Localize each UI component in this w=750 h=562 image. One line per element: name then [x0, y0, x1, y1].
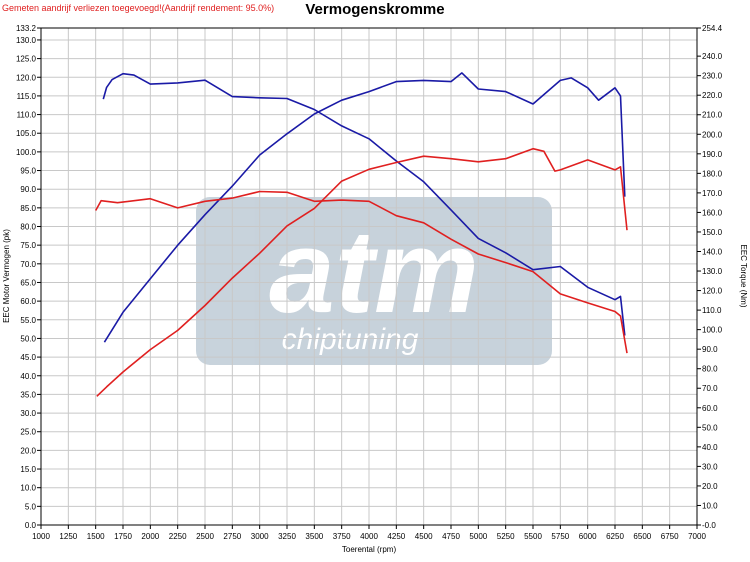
x-tick-label: 3250 — [278, 532, 296, 541]
y-right-tick-label: 10.0 — [702, 501, 718, 510]
y-right-tick-label: 220.0 — [702, 91, 723, 100]
x-tick-label: 1750 — [114, 532, 132, 541]
y-left-tick-label: 130.0 — [16, 36, 37, 45]
y-axis-left-ticks: 0.0 5.0 10.0 15.0 20.0 25.0 30.0 35.0 40.0 45.0 50… — [16, 24, 41, 530]
x-tick-label: 3500 — [305, 532, 323, 541]
watermark-plate — [196, 197, 552, 365]
x-axis-title: Toerental (rpm) — [342, 545, 397, 554]
y-left-tick-label: 95.0 — [20, 167, 36, 176]
x-tick-label: 2500 — [196, 532, 214, 541]
x-tick-label: 2000 — [141, 532, 159, 541]
y-left-tick-label: 5.0 — [25, 502, 37, 511]
x-tick-label: 1500 — [87, 532, 105, 541]
y-left-tick-label: 120.0 — [16, 73, 37, 82]
y-right-tick-label: 20.0 — [702, 482, 718, 491]
x-tick-label: 3000 — [251, 532, 269, 541]
y-left-tick-label: 90.0 — [20, 185, 36, 194]
y-left-tick-label: 40.0 — [20, 372, 36, 381]
y-left-tick-label: 75.0 — [20, 241, 36, 250]
watermark-brand: atm — [269, 206, 479, 338]
x-tick-label: 5500 — [524, 532, 542, 541]
y-left-tick-label: 105.0 — [16, 129, 37, 138]
y-right-tick-label: 110.0 — [702, 306, 722, 315]
y-left-tick-label: 0.0 — [25, 521, 37, 530]
y-left-tick-label: 15.0 — [20, 465, 36, 474]
y-left-tick-label: 30.0 — [20, 409, 36, 418]
y-left-tick-label: 100.0 — [16, 148, 37, 157]
x-tick-label: 2250 — [169, 532, 187, 541]
y-left-tick-label: 133.2 — [16, 24, 37, 33]
y-right-tick-label: 210.0 — [702, 111, 723, 120]
y-right-tick-label: 40.0 — [702, 443, 718, 452]
x-tick-label: 7000 — [688, 532, 706, 541]
grid — [40, 27, 698, 526]
y-left-tick-label: 35.0 — [20, 390, 36, 399]
atm-chiptuning-watermark: atm chiptuning — [196, 197, 552, 365]
series-line-2-left — [96, 147, 628, 397]
y-left-tick-label: 50.0 — [20, 334, 36, 343]
y-right-tick-label: 130.0 — [702, 267, 723, 276]
x-tick-label: 6250 — [606, 532, 624, 541]
y-left-tick-label: 25.0 — [20, 428, 36, 437]
y-right-tick-label: 254.4 — [702, 24, 723, 33]
x-tick-label: 1000 — [32, 532, 50, 541]
y-axis-right-title: EEC Torque (Nm) — [739, 245, 748, 308]
y-right-tick-label: 240.0 — [702, 52, 723, 61]
x-tick-label: 4000 — [360, 532, 378, 541]
y-right-tick-label: 70.0 — [702, 384, 718, 393]
y-axis-left-title: EEC Motor Vermogen (pk) — [2, 229, 11, 323]
y-left-tick-label: 85.0 — [20, 204, 36, 213]
series-group — [94, 72, 628, 397]
x-tick-label: 5250 — [497, 532, 515, 541]
y-left-tick-label: 20.0 — [20, 446, 36, 455]
y-right-tick-label: 160.0 — [702, 208, 723, 217]
y-left-tick-label: 115.0 — [17, 92, 37, 101]
series-line-1-right — [102, 72, 626, 336]
y-left-tick-label: 60.0 — [20, 297, 36, 306]
chart-title: Vermogenskromme — [305, 1, 445, 18]
x-tick-label: 4250 — [387, 532, 405, 541]
y-right-tick-label: 190.0 — [702, 150, 723, 159]
y-right-tick-label: 150.0 — [702, 228, 723, 237]
y-right-tick-label: 90.0 — [702, 345, 718, 354]
y-right-tick-label: 80.0 — [702, 365, 718, 374]
x-tick-label: 2750 — [223, 532, 241, 541]
series-line-3-right — [94, 190, 628, 354]
x-tick-label: 4500 — [415, 532, 433, 541]
y-right-tick-label: 30.0 — [702, 462, 718, 471]
y-right-tick-label: 60.0 — [702, 404, 718, 413]
y-left-tick-label: 55.0 — [20, 316, 36, 325]
y-axis-right-ticks: -0.0 10.0 20.0 30.0 40.0 50.0 60.0 70.0 80.0 90.0… — [697, 24, 723, 530]
y-right-tick-label: 200.0 — [702, 130, 723, 139]
y-right-tick-label: 230.0 — [702, 72, 723, 81]
x-tick-label: 5000 — [469, 532, 487, 541]
y-left-tick-label: 10.0 — [20, 484, 36, 493]
driveline-loss-note: Gemeten aandrijf verliezen toegevoegd!(A… — [2, 3, 275, 13]
y-left-tick-label: 110.0 — [17, 111, 37, 120]
y-left-tick-label: 125.0 — [16, 55, 37, 64]
y-right-tick-label: 140.0 — [702, 247, 723, 256]
y-left-tick-label: 45.0 — [20, 353, 36, 362]
y-right-tick-label: 100.0 — [702, 326, 723, 335]
y-left-tick-label: 65.0 — [20, 278, 36, 287]
x-tick-label: 4750 — [442, 532, 460, 541]
y-right-tick-label: 50.0 — [702, 423, 718, 432]
x-tick-label: 3750 — [333, 532, 351, 541]
y-right-tick-label: -0.0 — [702, 521, 716, 530]
x-tick-label: 6000 — [579, 532, 597, 541]
x-tick-label: 5750 — [551, 532, 569, 541]
y-right-tick-label: 170.0 — [702, 189, 723, 198]
y-right-tick-label: 180.0 — [702, 169, 723, 178]
y-left-tick-label: 70.0 — [20, 260, 36, 269]
watermark-sub: chiptuning — [282, 323, 419, 356]
series-line-0-left — [103, 72, 626, 343]
y-left-tick-label: 80.0 — [20, 223, 36, 232]
x-axis-ticks: 1000 1250 1500 1750 2000 2250 2500 2750 3000 3250… — [32, 525, 706, 541]
y-right-tick-label: 120.0 — [702, 287, 723, 296]
x-tick-label: 6750 — [661, 532, 679, 541]
x-tick-label: 1250 — [59, 532, 77, 541]
x-tick-label: 6500 — [633, 532, 651, 541]
